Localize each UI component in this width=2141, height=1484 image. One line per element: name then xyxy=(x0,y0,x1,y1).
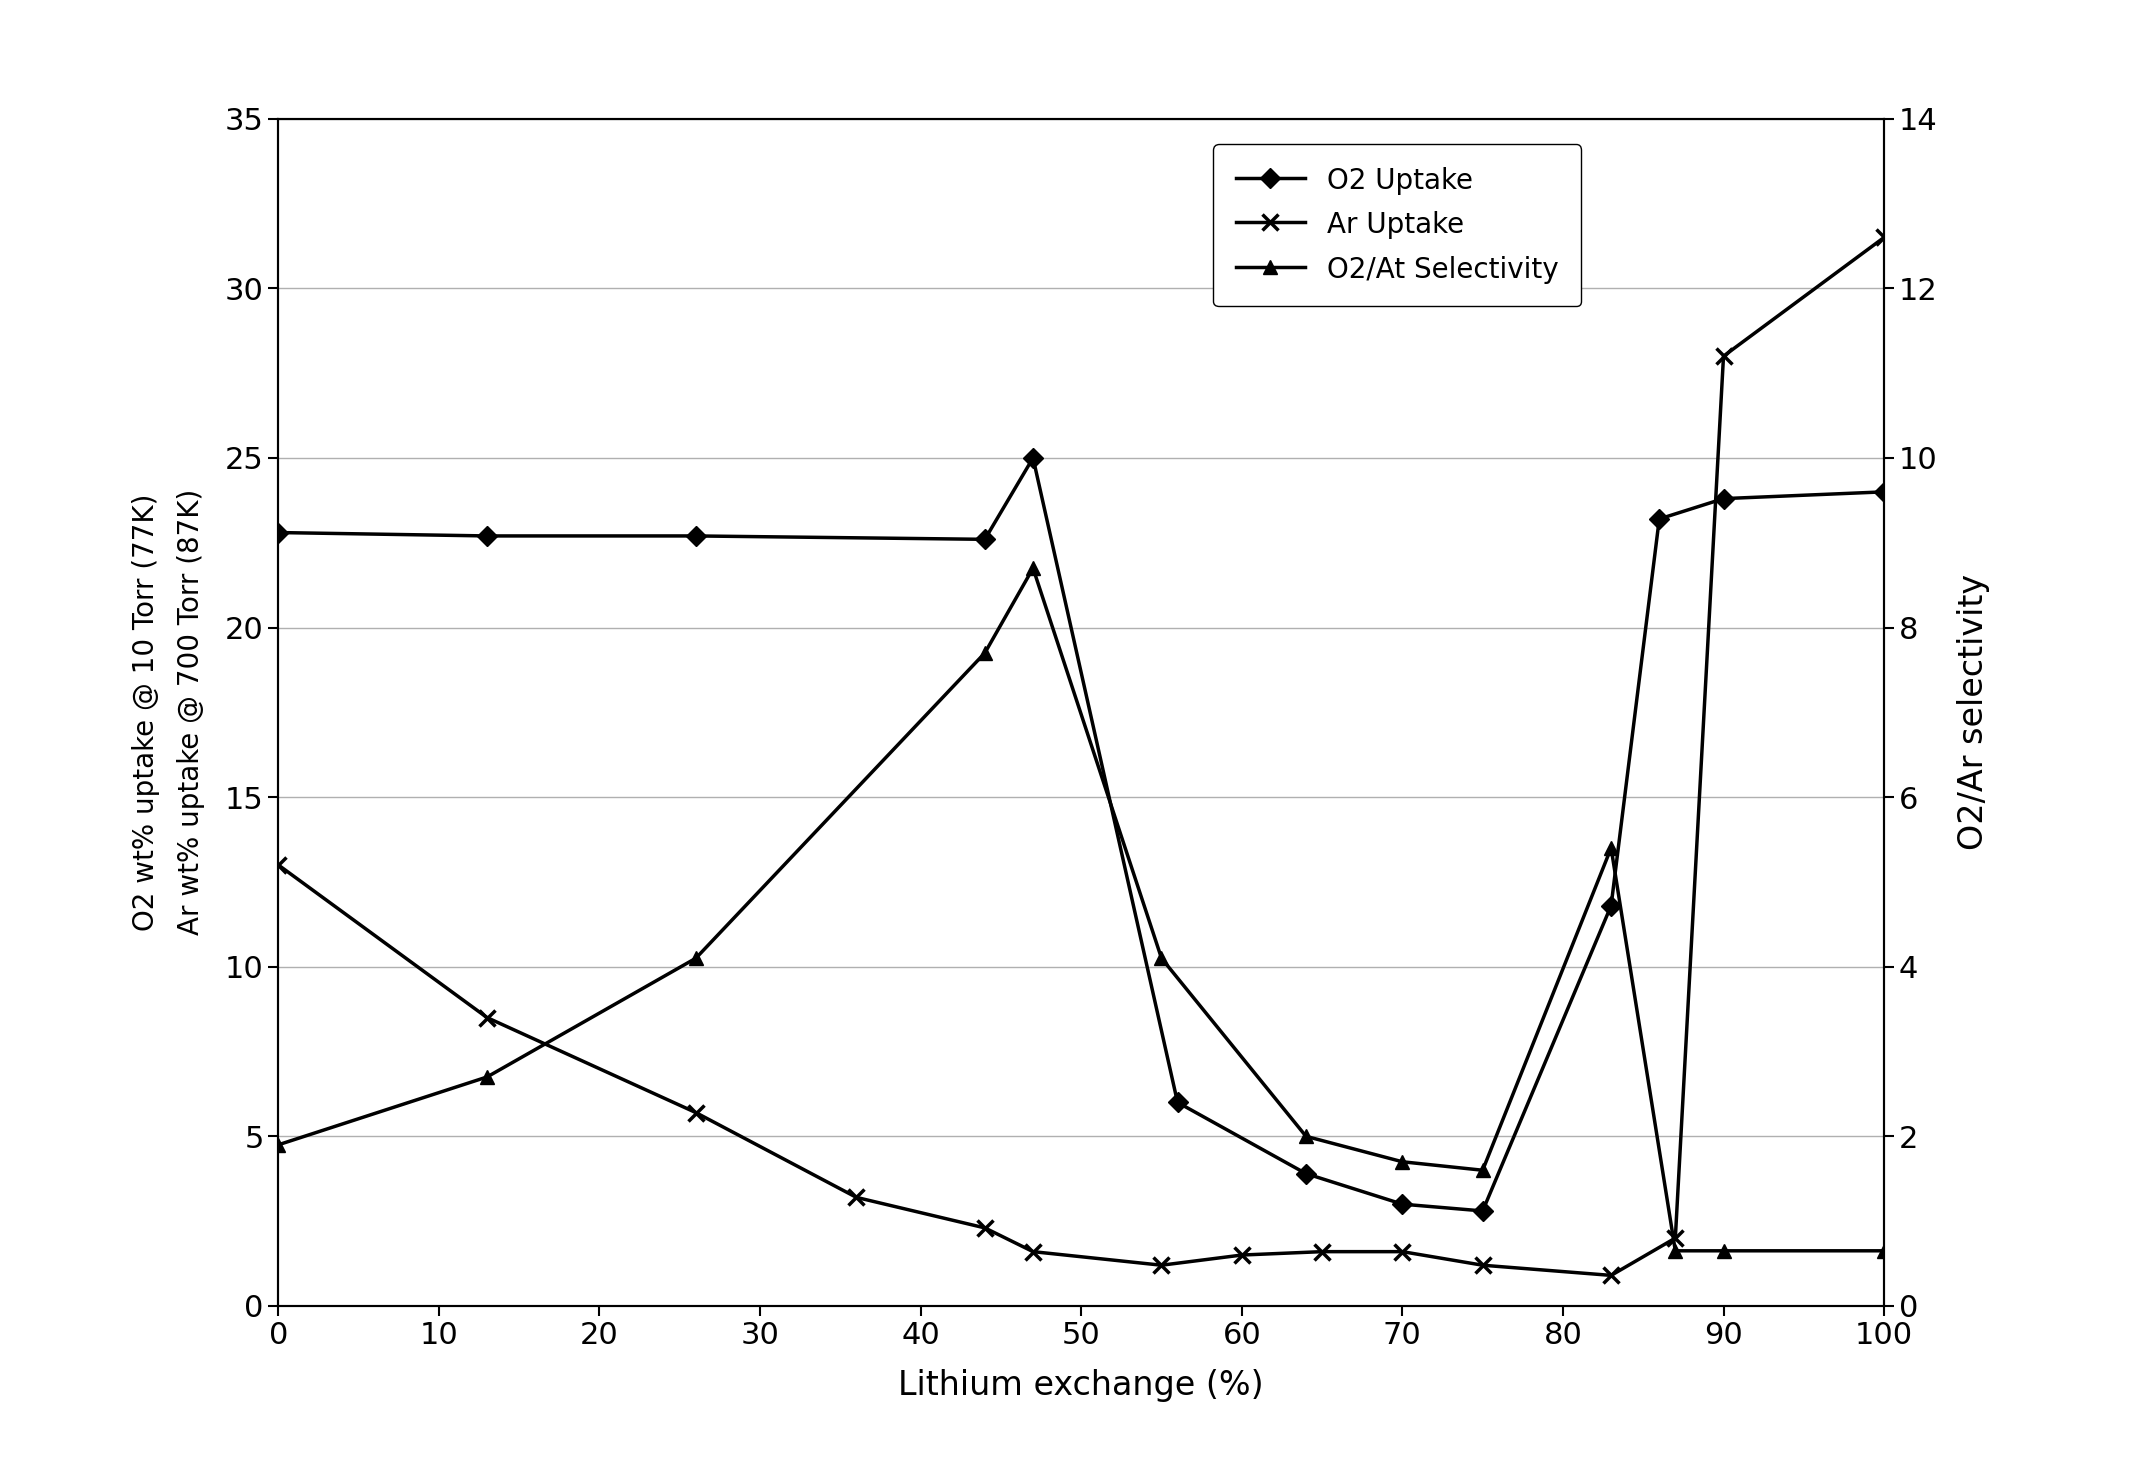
O2 Uptake xyxy=(1019,450,1045,467)
X-axis label: Lithium exchange (%): Lithium exchange (%) xyxy=(899,1368,1263,1402)
O2 Uptake xyxy=(1293,1165,1319,1183)
O2 Uptake xyxy=(1165,1094,1190,1112)
Y-axis label: O2 wt% uptake @ 10 Torr (77K)
Ar wt% uptake @ 700 Torr (87K): O2 wt% uptake @ 10 Torr (77K) Ar wt% upt… xyxy=(133,490,206,935)
Ar Uptake xyxy=(1871,229,1897,246)
Ar Uptake xyxy=(1148,1257,1173,1275)
Ar Uptake xyxy=(972,1218,998,1236)
Ar Uptake xyxy=(1229,1247,1255,1264)
O2/At Selectivity xyxy=(1597,838,1623,856)
O2/At Selectivity xyxy=(972,644,998,662)
O2/At Selectivity xyxy=(1019,559,1045,577)
O2 Uptake xyxy=(1871,482,1897,500)
O2/At Selectivity xyxy=(1390,1153,1415,1171)
O2 Uptake xyxy=(683,527,709,545)
O2/At Selectivity xyxy=(1711,1242,1736,1260)
O2 Uptake xyxy=(1390,1195,1415,1212)
Ar Uptake xyxy=(1469,1257,1494,1275)
O2 Uptake xyxy=(1711,490,1736,508)
Ar Uptake xyxy=(844,1189,869,1206)
O2 Uptake xyxy=(972,530,998,548)
Ar Uptake xyxy=(1308,1242,1336,1260)
O2/At Selectivity xyxy=(265,1135,291,1153)
Line: O2/At Selectivity: O2/At Selectivity xyxy=(272,561,1891,1258)
O2 Uptake xyxy=(1469,1202,1494,1220)
Ar Uptake xyxy=(1711,347,1736,365)
Ar Uptake xyxy=(1597,1266,1623,1284)
Line: O2 Uptake: O2 Uptake xyxy=(272,451,1891,1218)
Ar Uptake xyxy=(473,1009,499,1027)
O2 Uptake xyxy=(1646,510,1672,528)
Ar Uptake xyxy=(1661,1229,1687,1247)
Legend: O2 Uptake, Ar Uptake, O2/At Selectivity: O2 Uptake, Ar Uptake, O2/At Selectivity xyxy=(1214,144,1582,306)
O2 Uptake xyxy=(265,524,291,542)
Ar Uptake xyxy=(1390,1242,1415,1260)
O2/At Selectivity xyxy=(1293,1128,1319,1146)
O2 Uptake xyxy=(473,527,499,545)
Ar Uptake xyxy=(265,856,291,874)
O2/At Selectivity xyxy=(1871,1242,1897,1260)
O2/At Selectivity xyxy=(683,950,709,968)
O2/At Selectivity xyxy=(1661,1242,1687,1260)
Line: Ar Uptake: Ar Uptake xyxy=(270,229,1893,1284)
O2/At Selectivity xyxy=(1148,950,1173,968)
O2/At Selectivity xyxy=(1469,1162,1494,1180)
O2 Uptake xyxy=(1597,896,1623,914)
Ar Uptake xyxy=(683,1104,709,1122)
O2/At Selectivity xyxy=(473,1068,499,1086)
Y-axis label: O2/Ar selectivity: O2/Ar selectivity xyxy=(1957,574,1989,850)
Ar Uptake xyxy=(1019,1242,1045,1260)
